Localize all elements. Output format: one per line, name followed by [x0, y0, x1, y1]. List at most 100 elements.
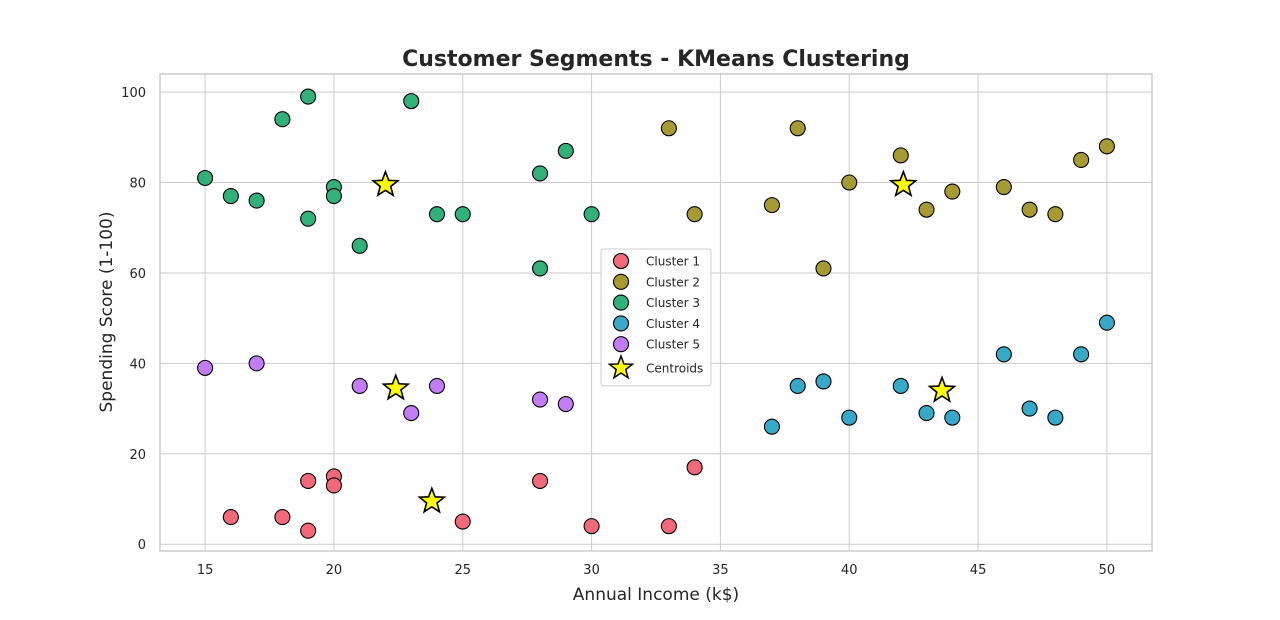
data-point — [300, 210, 317, 227]
data-point — [1047, 409, 1064, 426]
data-point — [1021, 201, 1038, 218]
x-tick-label: 20 — [326, 563, 343, 578]
data-point — [557, 396, 574, 413]
legend-label: Cluster 3 — [646, 296, 700, 310]
data-point — [428, 377, 446, 395]
data-point — [197, 169, 214, 187]
y-tick-label: 40 — [129, 357, 146, 372]
legend-label: Cluster 5 — [646, 338, 700, 352]
data-point — [300, 88, 317, 105]
y-tick-label: 100 — [121, 86, 146, 101]
series-cluster-5 — [197, 355, 574, 422]
legend-marker — [612, 336, 630, 353]
y-axis-ticks: 0 20 40 60 80 100 — [121, 86, 146, 553]
data-point — [532, 391, 549, 408]
centroid-star — [927, 375, 957, 403]
legend-marker — [612, 315, 630, 332]
data-point — [274, 111, 291, 128]
y-tick-label: 0 — [138, 538, 146, 553]
data-point — [995, 178, 1012, 196]
data-point — [892, 377, 909, 395]
grid-lines — [160, 74, 1152, 551]
x-tick-label: 15 — [197, 563, 214, 578]
data-point — [403, 93, 420, 110]
data-point — [532, 472, 549, 489]
chart-title: Customer Segments - KMeans Clustering — [402, 47, 910, 72]
data-point — [918, 405, 935, 422]
data-point — [583, 206, 600, 223]
data-point — [300, 472, 317, 489]
x-tick-label: 35 — [712, 563, 729, 578]
series-cluster-2 — [660, 120, 1115, 277]
data-point — [789, 120, 806, 137]
plot-area-frame — [159, 73, 1153, 552]
data-point — [557, 142, 574, 159]
data-point — [841, 174, 858, 191]
data-point — [789, 377, 806, 395]
data-point — [197, 359, 214, 376]
data-point — [944, 183, 961, 200]
legend-marker — [607, 353, 635, 380]
data-point — [815, 260, 832, 277]
data-point — [763, 418, 780, 435]
legend-label: Cluster 2 — [646, 275, 700, 289]
data-point — [532, 165, 549, 182]
data-point — [351, 377, 368, 395]
data-point — [325, 188, 342, 205]
data-point — [1047, 206, 1064, 223]
data-point — [1098, 314, 1115, 331]
data-point — [1073, 346, 1090, 363]
data-point — [222, 509, 239, 526]
centroid-star — [381, 372, 411, 401]
data-point — [325, 477, 342, 494]
y-axis-label: Spending Score (1-100) — [97, 212, 117, 413]
data-point — [1073, 151, 1090, 168]
centroid-star — [417, 486, 447, 514]
x-tick-label: 30 — [583, 563, 600, 578]
legend: Cluster 1 Cluster 2 Cluster 3 Cluster 4 Clus… — [600, 248, 712, 387]
data-point — [815, 373, 832, 390]
series-cluster-3 — [197, 88, 600, 277]
data-point — [763, 197, 780, 214]
data-point — [300, 522, 317, 539]
data-point — [841, 409, 858, 426]
legend-label: Cluster 1 — [646, 255, 700, 269]
y-tick-label: 80 — [129, 177, 146, 192]
data-point — [1021, 400, 1038, 417]
data-point — [428, 206, 446, 223]
x-tick-label: 50 — [1099, 563, 1116, 578]
data-point — [686, 206, 703, 223]
data-point — [222, 188, 239, 205]
data-point — [660, 120, 677, 137]
data-point — [1098, 138, 1115, 155]
x-tick-label: 25 — [454, 563, 471, 578]
data-point — [944, 409, 961, 426]
centroid-markers — [370, 169, 957, 514]
y-tick-label: 20 — [129, 448, 146, 463]
legend-marker — [612, 273, 630, 290]
data-point — [995, 346, 1012, 363]
legend-marker — [612, 252, 630, 270]
data-point — [454, 513, 471, 530]
series-cluster-4 — [763, 314, 1115, 435]
data-points — [197, 88, 1115, 539]
data-point — [583, 518, 600, 535]
data-point — [454, 206, 471, 223]
centroid-star — [370, 169, 400, 198]
legend-label: Cluster 4 — [646, 317, 700, 331]
y-tick-label: 60 — [129, 267, 146, 282]
x-tick-label: 40 — [841, 563, 858, 578]
legend-label: Centroids — [646, 362, 703, 376]
centroid-star — [888, 169, 918, 198]
series-cluster-1 — [222, 459, 703, 539]
legend-marker — [612, 294, 630, 311]
data-point — [248, 192, 265, 209]
data-point — [686, 459, 703, 476]
data-point — [660, 518, 677, 535]
data-point — [892, 147, 909, 164]
x-axis-ticks: 15 20 25 30 35 40 45 50 — [197, 563, 1115, 578]
data-point — [351, 237, 368, 254]
data-point — [403, 405, 420, 422]
data-point — [274, 509, 291, 526]
